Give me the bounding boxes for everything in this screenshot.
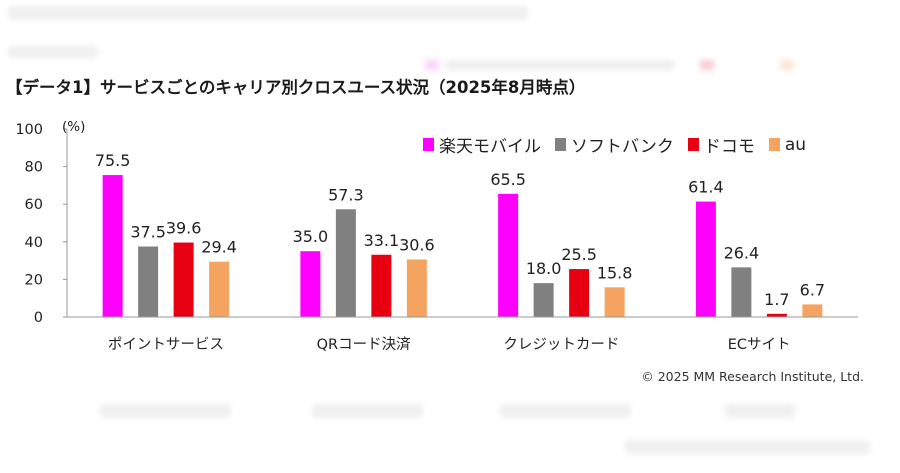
x-category-label: ポイントサービス <box>108 336 224 353</box>
data-label: 37.5 <box>130 223 166 242</box>
data-label: 65.5 <box>490 170 526 189</box>
y-axis: 0 20 40 60 80 100 (%) <box>15 119 85 326</box>
bar <box>766 313 787 317</box>
bar <box>533 283 554 317</box>
legend-item: 楽天モバイル <box>423 132 541 157</box>
y-tick-label: 40 <box>25 235 43 251</box>
bar <box>300 251 321 317</box>
legend-swatch <box>555 138 566 151</box>
y-axis-unit: (%) <box>62 119 85 135</box>
bar <box>371 254 392 317</box>
data-label: 57.3 <box>328 185 364 204</box>
legend-label: ドコモ <box>703 137 755 157</box>
y-tick-label: 80 <box>25 160 43 176</box>
y-tick-label: 60 <box>25 197 43 213</box>
bar <box>406 259 427 317</box>
data-label: 29.4 <box>201 238 237 257</box>
data-label: 75.5 <box>95 151 131 170</box>
legend-item: au <box>768 132 807 157</box>
bar <box>498 193 519 317</box>
legend-swatch <box>768 138 780 151</box>
chart-title: 【データ1】サービスごとのキャリア別クロスユース状況（2025年8月時点） <box>6 78 586 97</box>
y-tick-label: 20 <box>25 272 43 288</box>
legend-label: au <box>784 134 807 155</box>
data-labels: 75.5 37.5 39.629.4 35.0 57.3 33.1 30.6 65.5 18.0… <box>95 151 825 309</box>
legend-label: ソフトバンク <box>571 137 674 157</box>
data-label: 18.0 <box>526 259 562 278</box>
y-tick-label: 100 <box>15 122 43 138</box>
data-label: 35.0 <box>293 227 329 246</box>
bar <box>102 175 123 317</box>
bar <box>604 287 625 317</box>
data-label: 61.4 <box>688 178 724 197</box>
data-label: 1.7 <box>764 290 789 309</box>
x-category-label: QRコード決済 <box>317 336 411 353</box>
legend-swatch <box>687 138 699 151</box>
data-label: 25.5 <box>561 245 597 264</box>
x-axis: ポイントサービス QRコード決済 クレジットカード ECサイト <box>67 316 858 353</box>
chart-legend: 楽天モバイル ソフトバンク ドコモ au <box>423 132 806 157</box>
bar <box>731 267 752 317</box>
legend-swatch <box>423 138 434 151</box>
legend-label: 楽天モバイル <box>439 137 541 157</box>
bar <box>802 304 823 317</box>
legend-item: ドコモ <box>687 132 755 157</box>
y-tick-label: 0 <box>34 310 43 326</box>
data-label: 6.7 <box>800 280 825 299</box>
x-category-label: ECサイト <box>728 337 791 353</box>
data-label: 39.6 <box>166 219 202 238</box>
legend-item: ソフトバンク <box>555 132 674 157</box>
data-label: 15.8 <box>597 263 633 282</box>
data-label: 33.1 <box>364 231 400 250</box>
data-label: 30.6 <box>399 235 435 254</box>
bar <box>138 246 159 317</box>
bar <box>173 242 194 317</box>
bar-series <box>102 175 823 317</box>
x-category-label: クレジットカード <box>503 336 619 353</box>
bar <box>209 261 230 317</box>
data-label: 26.4 <box>724 243 760 262</box>
bar <box>335 209 356 317</box>
bar <box>695 201 716 317</box>
copyright-notice: © 2025 MM Research Institute, Ltd. <box>641 369 864 384</box>
bar <box>569 269 590 317</box>
